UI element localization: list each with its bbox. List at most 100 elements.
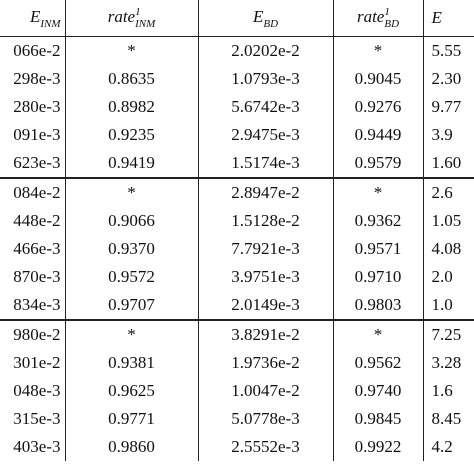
- table-row: 280e-3 0.8982 5.6742e-3 0.9276 9.77: [0, 93, 474, 121]
- table-cell: 091e-3: [13, 125, 61, 144]
- table-cell: 1.05: [422, 207, 474, 235]
- table-cell: 9.77: [422, 93, 474, 121]
- table-cell: 4.2: [422, 433, 474, 461]
- table-cell: 0.9579: [332, 149, 423, 178]
- table-cell: 4.08: [422, 235, 474, 263]
- table-row: 084e-2 * 2.8947e-2 * 2.6: [0, 177, 474, 207]
- table-cell: 0.9370: [64, 235, 198, 263]
- header-sup: [40, 6, 60, 18]
- table-row: 466e-3 0.9370 7.7921e-3 0.9571 4.08: [0, 235, 474, 263]
- table-cell: 0.9771: [64, 405, 198, 433]
- table-cell: 0.9066: [64, 207, 198, 235]
- table-cell: 1.9736e-2: [197, 349, 333, 377]
- table-cell: 298e-3: [13, 69, 61, 88]
- table-cell: 5.55: [422, 36, 474, 65]
- table-cell: 2.0149e-3: [197, 291, 333, 320]
- table-cell: 048e-3: [13, 381, 61, 400]
- header-scripts: INM: [40, 6, 60, 30]
- header-scripts: BD: [263, 6, 278, 30]
- table-cell: 066e-2: [13, 41, 61, 60]
- header-sub: INM: [40, 18, 61, 30]
- table-cell: 5.0778e-3: [197, 405, 333, 433]
- table-row: 301e-2 0.9381 1.9736e-2 0.9562 3.28: [0, 349, 474, 377]
- table-row: 315e-3 0.9771 5.0778e-3 0.9845 8.45: [0, 405, 474, 433]
- column-header: E INM: [0, 0, 65, 37]
- table-cell: 0.8635: [64, 65, 198, 93]
- table-cell: 8.45: [422, 405, 474, 433]
- table-cell: 1.0793e-3: [197, 65, 333, 93]
- header-sub: BD: [384, 18, 400, 30]
- table-cell: 0.9045: [332, 65, 423, 93]
- table-cell: 2.30: [422, 65, 474, 93]
- header-scripts: 1 BD: [384, 6, 399, 30]
- table-cell: 0.9710: [332, 263, 423, 291]
- table-cell: 0.9381: [64, 349, 198, 377]
- table-cell: 2.5552e-3: [197, 433, 333, 461]
- table-cell: 0.9860: [64, 433, 198, 461]
- table-cell: 3.8291e-2: [197, 319, 333, 349]
- table-cell: 1.6: [422, 377, 474, 405]
- table-row: 980e-2 * 3.8291e-2 * 7.25: [0, 319, 474, 349]
- header-base: E: [431, 8, 442, 27]
- table-cell: 0.9572: [64, 263, 198, 291]
- table-cell: 1.60: [422, 149, 474, 178]
- table-row: 834e-3 0.9707 2.0149e-3 0.9803 1.0: [0, 291, 474, 320]
- table-cell: 3.9751e-3: [197, 263, 333, 291]
- table-cell: 1.0047e-2: [197, 377, 333, 405]
- table-row: 298e-3 0.8635 1.0793e-3 0.9045 2.30: [0, 65, 474, 93]
- header-sub: INM: [135, 18, 156, 30]
- table-cell: 870e-3: [13, 267, 61, 286]
- table-row: 403e-3 0.9860 2.5552e-3 0.9922 4.2: [0, 433, 474, 461]
- table-cell: 0.9707: [64, 291, 198, 320]
- table-cell: 466e-3: [13, 239, 61, 258]
- table-row: 066e-2 * 2.0202e-2 * 5.55: [0, 36, 474, 65]
- table-cell: *: [332, 319, 423, 349]
- table-cell: 3.9: [422, 121, 474, 149]
- table-cell: 7.25: [422, 319, 474, 349]
- header-sup: [263, 6, 278, 18]
- table-cell: 0.9740: [332, 377, 423, 405]
- header-sup: 1: [135, 6, 141, 18]
- table-cell: 0.9449: [332, 121, 423, 149]
- table-cell: 0.9922: [332, 433, 423, 461]
- table-cell: 7.7921e-3: [197, 235, 333, 263]
- header-row: E INM rate 1 INM E BD rate 1 BD E: [0, 0, 474, 37]
- table-cell: 0.9625: [64, 377, 198, 405]
- results-table: E INM rate 1 INM E BD rate 1 BD E 066e-2 * 2.0202e…: [0, 0, 474, 461]
- table-cell: *: [64, 319, 198, 349]
- table-cell: 0.9562: [332, 349, 423, 377]
- column-header: E BD: [197, 0, 333, 37]
- table-cell: 084e-2: [0, 177, 65, 207]
- table-cell: *: [332, 177, 423, 207]
- table-cell: 315e-3: [13, 409, 61, 428]
- column-header: rate 1 INM: [64, 0, 198, 37]
- table-cell: 301e-2: [13, 353, 61, 372]
- table-cell: 1.5174e-3: [197, 149, 333, 178]
- header-sub: BD: [263, 18, 279, 30]
- table-row: 091e-3 0.9235 2.9475e-3 0.9449 3.9: [0, 121, 474, 149]
- table-row: 048e-3 0.9625 1.0047e-2 0.9740 1.6: [0, 377, 474, 405]
- header-base: rate: [107, 6, 136, 26]
- table-cell: 0.9571: [332, 235, 423, 263]
- table-cell: 1.5128e-2: [197, 207, 333, 235]
- header-base: E: [29, 6, 41, 26]
- table-cell: 0.9276: [332, 93, 423, 121]
- table-cell: 448e-2: [13, 211, 61, 230]
- column-header: rate 1 BD: [332, 0, 423, 37]
- table-cell: 1.0: [422, 291, 474, 320]
- table-cell: 980e-2: [0, 319, 65, 349]
- header-base: E: [252, 6, 264, 26]
- column-header: E: [422, 0, 474, 37]
- table-row: 870e-3 0.9572 3.9751e-3 0.9710 2.0: [0, 263, 474, 291]
- table-cell: 0.8982: [64, 93, 198, 121]
- header-scripts: 1 INM: [135, 6, 155, 30]
- table-cell: 3.28: [422, 349, 474, 377]
- table-cell: 0.9845: [332, 405, 423, 433]
- table-cell: *: [64, 36, 198, 65]
- table-cell: 0.9235: [64, 121, 198, 149]
- table-cell: 0.9803: [332, 291, 423, 320]
- table-cell: 834e-3: [13, 295, 61, 314]
- table-cell: 2.0202e-2: [197, 36, 333, 65]
- table-body: 066e-2 * 2.0202e-2 * 5.55 298e-3 0.8635 1.0793e…: [0, 36, 474, 461]
